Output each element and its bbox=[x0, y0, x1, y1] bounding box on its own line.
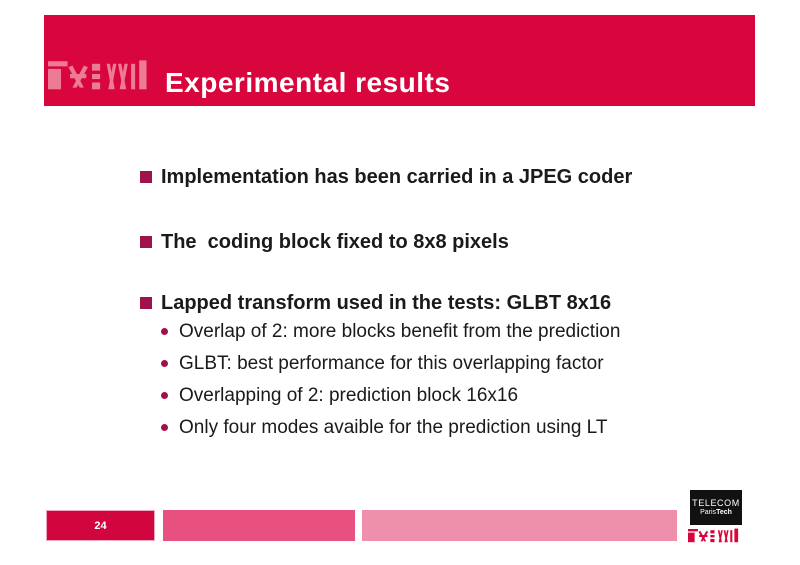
sub-bullet-dot-icon bbox=[161, 328, 168, 335]
footer-page-number-bar: 24 bbox=[46, 510, 155, 541]
sub-bullet-dot-icon bbox=[161, 424, 168, 431]
telecom-paristech-mark-icon bbox=[48, 60, 147, 90]
bullet-text: Lapped transform used in the tests: GLBT… bbox=[161, 292, 612, 314]
bullet-text: The coding block fixed to 8x8 pixels bbox=[161, 231, 509, 253]
header-band: Experimental results bbox=[44, 15, 755, 106]
bullet-item: Lapped transform used in the tests: GLBT… bbox=[140, 292, 611, 315]
sub-bullet-item: Overlap of 2: more blocks benefit from t… bbox=[161, 320, 620, 343]
sub-bullet-item: Only four modes avaible for the predicti… bbox=[161, 416, 607, 439]
telecom-paristech-logo: TELECOM ParisTech bbox=[690, 490, 742, 525]
sub-bullet-dot-icon bbox=[161, 360, 168, 367]
bullet-square-icon bbox=[140, 171, 152, 183]
sub-bullet-dot-icon bbox=[161, 392, 168, 399]
sub-bullet-item: GLBT: best performance for this overlapp… bbox=[161, 352, 604, 375]
bullet-item: Implementation has been carried in a JPE… bbox=[140, 166, 632, 189]
sub-bullet-item: Overlapping of 2: prediction block 16x16 bbox=[161, 384, 518, 407]
sub-bullet-text: Overlapping of 2: prediction block 16x16 bbox=[179, 385, 519, 406]
bullet-square-icon bbox=[140, 236, 152, 248]
bullet-item: The coding block fixed to 8x8 pixels bbox=[140, 231, 509, 254]
sub-bullet-text: Only four modes avaible for the predicti… bbox=[179, 417, 608, 438]
logo-text-paristech: ParisTech bbox=[700, 509, 732, 516]
bullet-square-icon bbox=[140, 297, 152, 309]
sub-bullet-text: Overlap of 2: more blocks benefit from t… bbox=[179, 321, 621, 342]
sub-bullet-text: GLBT: best performance for this overlapp… bbox=[179, 353, 604, 374]
bullet-text: Implementation has been carried in a JPE… bbox=[161, 166, 633, 188]
page-number: 24 bbox=[94, 519, 107, 532]
telecom-paristech-mark-icon bbox=[688, 528, 739, 543]
slide-title: Experimental results bbox=[165, 67, 451, 98]
footer-decorative-bar-light bbox=[362, 510, 677, 541]
footer-decorative-bar-medium bbox=[163, 510, 355, 541]
logo-text-telecom: TELECOM bbox=[692, 498, 740, 508]
